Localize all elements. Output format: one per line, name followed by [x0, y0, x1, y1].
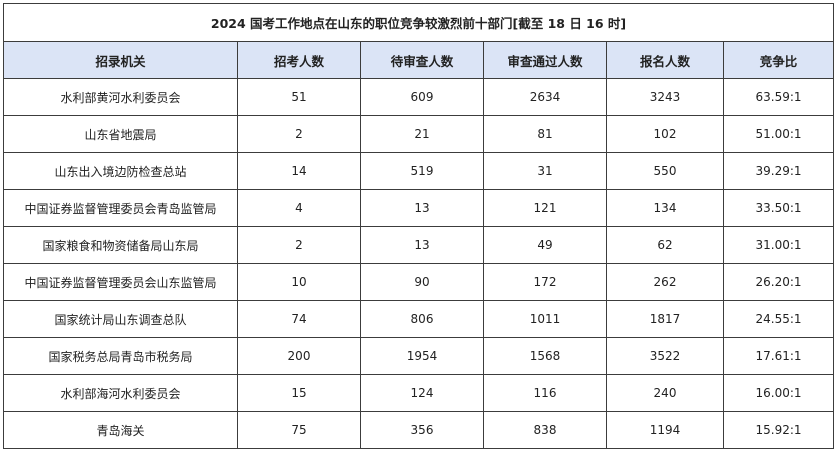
agency-cell: 国家统计局山东调查总队 [3, 300, 238, 338]
recruit-count-cell: 2 [237, 226, 361, 264]
table-row: 水利部黄河水利委员会 51 609 2634 3243 63.59:1 [3, 78, 835, 116]
recruit-count-cell: 15 [237, 374, 361, 412]
agency-cell: 国家粮食和物资储备局山东局 [3, 226, 238, 264]
recruit-count-cell: 200 [237, 337, 361, 375]
pending-review-cell: 13 [360, 189, 484, 227]
approved-cell: 31 [483, 152, 607, 190]
header-agency: 招录机关 [3, 41, 238, 79]
ratio-cell: 63.59:1 [722, 78, 835, 116]
table-title: 2024 国考工作地点在山东的职位竞争较激烈前十部门[截至 18 日 16 时] [2, 3, 835, 42]
ratio-cell: 39.29:1 [722, 152, 835, 190]
approved-cell: 116 [483, 374, 607, 412]
approved-cell: 1568 [483, 337, 607, 375]
applicants-cell: 1194 [606, 411, 724, 449]
agency-cell: 水利部海河水利委员会 [3, 374, 238, 412]
applicants-cell: 3243 [606, 78, 724, 116]
ratio-cell: 33.50:1 [722, 189, 835, 227]
pending-review-cell: 609 [360, 78, 484, 116]
pending-review-cell: 1954 [360, 337, 484, 375]
applicants-cell: 550 [606, 152, 724, 190]
applicants-cell: 262 [606, 263, 724, 301]
recruit-count-cell: 4 [237, 189, 361, 227]
recruit-count-cell: 51 [237, 78, 361, 116]
header-approved: 审查通过人数 [483, 41, 607, 79]
agency-cell: 国家税务总局青岛市税务局 [3, 337, 238, 375]
table-row: 国家粮食和物资储备局山东局 2 13 49 62 31.00:1 [3, 226, 835, 264]
recruit-count-cell: 74 [237, 300, 361, 338]
recruit-count-cell: 14 [237, 152, 361, 190]
pending-review-cell: 13 [360, 226, 484, 264]
table-row: 青岛海关 75 356 838 1194 15.92:1 [3, 411, 835, 449]
agency-cell: 山东省地震局 [3, 115, 238, 153]
table-row: 中国证券监督管理委员会山东监管局 10 90 172 262 26.20:1 [3, 263, 835, 301]
table-row: 山东省地震局 2 21 81 102 51.00:1 [3, 115, 835, 153]
ratio-cell: 24.55:1 [722, 300, 835, 338]
applicants-cell: 1817 [606, 300, 724, 338]
title-row: 2024 国考工作地点在山东的职位竞争较激烈前十部门[截至 18 日 16 时] [2, 3, 835, 42]
approved-cell: 838 [483, 411, 607, 449]
ratio-cell: 51.00:1 [722, 115, 835, 153]
pending-review-cell: 806 [360, 300, 484, 338]
table-row: 国家统计局山东调查总队 74 806 1011 1817 24.55:1 [3, 300, 835, 338]
recruit-count-cell: 2 [237, 115, 361, 153]
agency-cell: 水利部黄河水利委员会 [3, 78, 238, 116]
table-row: 国家税务总局青岛市税务局 200 1954 1568 3522 17.61:1 [3, 337, 835, 375]
pending-review-cell: 124 [360, 374, 484, 412]
applicants-cell: 102 [606, 115, 724, 153]
approved-cell: 2634 [483, 78, 607, 116]
pending-review-cell: 90 [360, 263, 484, 301]
table-row: 水利部海河水利委员会 15 124 116 240 16.00:1 [3, 374, 835, 412]
agency-cell: 中国证券监督管理委员会山东监管局 [3, 263, 238, 301]
applicants-cell: 240 [606, 374, 724, 412]
applicants-cell: 62 [606, 226, 724, 264]
applicants-cell: 3522 [606, 337, 724, 375]
applicants-cell: 134 [606, 189, 724, 227]
approved-cell: 1011 [483, 300, 607, 338]
competition-table: 2024 国考工作地点在山东的职位竞争较激烈前十部门[截至 18 日 16 时]… [2, 3, 835, 449]
pending-review-cell: 356 [360, 411, 484, 449]
ratio-cell: 26.20:1 [722, 263, 835, 301]
header-recruit-count: 招考人数 [237, 41, 361, 79]
ratio-cell: 15.92:1 [722, 411, 835, 449]
approved-cell: 81 [483, 115, 607, 153]
approved-cell: 121 [483, 189, 607, 227]
header-ratio: 竞争比 [722, 41, 835, 79]
header-applicants: 报名人数 [606, 41, 724, 79]
header-row: 招录机关 招考人数 待审查人数 审查通过人数 报名人数 竞争比 [3, 41, 835, 79]
ratio-cell: 17.61:1 [722, 337, 835, 375]
agency-cell: 青岛海关 [3, 411, 238, 449]
ratio-cell: 16.00:1 [722, 374, 835, 412]
table-row: 中国证券监督管理委员会青岛监管局 4 13 121 134 33.50:1 [3, 189, 835, 227]
table-container: 2024 国考工作地点在山东的职位竞争较激烈前十部门[截至 18 日 16 时]… [2, 3, 835, 449]
table-row: 山东出入境边防检查总站 14 519 31 550 39.29:1 [3, 152, 835, 190]
agency-cell: 山东出入境边防检查总站 [3, 152, 238, 190]
approved-cell: 49 [483, 226, 607, 264]
header-pending-review: 待审查人数 [360, 41, 484, 79]
pending-review-cell: 21 [360, 115, 484, 153]
agency-cell: 中国证券监督管理委员会青岛监管局 [3, 189, 238, 227]
approved-cell: 172 [483, 263, 607, 301]
recruit-count-cell: 75 [237, 411, 361, 449]
recruit-count-cell: 10 [237, 263, 361, 301]
ratio-cell: 31.00:1 [722, 226, 835, 264]
pending-review-cell: 519 [360, 152, 484, 190]
